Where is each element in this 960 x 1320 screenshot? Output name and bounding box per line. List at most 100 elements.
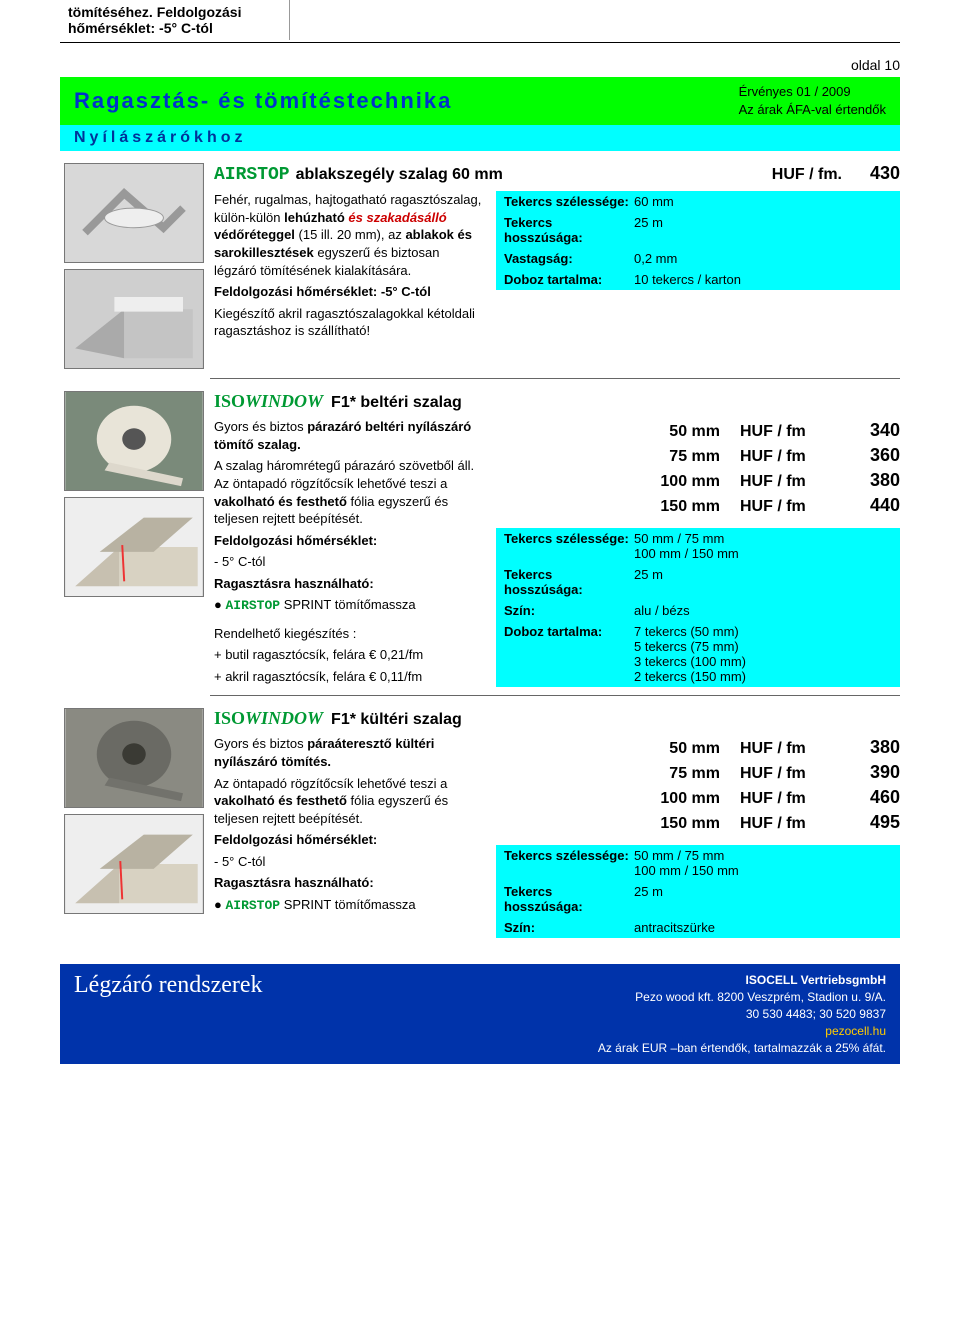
desc-text: Kiegészítő akril ragasztószalagokkal két… (214, 305, 484, 340)
spec-value: 60 mm (634, 194, 892, 209)
desc-text: Ragasztásra használható: (214, 875, 374, 890)
desc-text: - 5° C-tól (214, 553, 484, 571)
footer-address: Pezo wood kft. 8200 Veszprém, Stadion u.… (598, 989, 886, 1006)
spec-value: 25 m (634, 215, 892, 245)
desc-text: A szalag háromrétegű párazáró szövetből … (214, 458, 474, 491)
variant-unit: HUF / fm (740, 740, 850, 758)
product-image (64, 163, 204, 263)
variant-width: 150 mm (496, 815, 740, 833)
desc-text: Feldolgozási hőmérséklet: -5° C-tól (214, 284, 431, 299)
desc-text: AIRSTOP (225, 598, 280, 613)
desc-text: védőréteggel (214, 227, 299, 242)
desc-text: - 5° C-tól (214, 853, 484, 871)
variant-width: 100 mm (496, 473, 740, 491)
variant-price: 360 (850, 445, 900, 466)
spec-label: Tekercs szélessége: (504, 848, 634, 878)
desc-text: Ragasztásra használható: (214, 576, 374, 591)
variant-width: 100 mm (496, 790, 740, 808)
desc-text: Feldolgozási hőmérséklet: (214, 533, 377, 548)
brand-name: AIRSTOP (214, 165, 290, 185)
desc-text: SPRINT tömítőmassza (280, 597, 416, 612)
desc-text: SPRINT tömítőmassza (280, 897, 416, 912)
product-name: ablakszegély szalag 60 mm (296, 166, 503, 184)
brand-name: WINDOW (245, 391, 323, 411)
spec-value: 50 mm / 75 mm100 mm / 150 mm (634, 531, 892, 561)
product-title-row: ISOWINDOW F1* beltéri szalag (214, 391, 900, 412)
price-value: 430 (850, 163, 900, 184)
spec-label: Tekercs hosszúsága: (504, 215, 634, 245)
product-image-group (60, 159, 210, 379)
spec-value: 25 m (634, 567, 892, 597)
variant-row: 150 mmHUF / fm495 (496, 810, 900, 835)
variant-price: 495 (850, 812, 900, 833)
spec-label: Szín: (504, 603, 634, 618)
product-image-group (60, 387, 210, 696)
variant-price: 460 (850, 787, 900, 808)
header-vat: Az árak ÁFA-val értendők (739, 101, 886, 119)
fragment-text: tömítéséhez. Feldolgozási hőmérséklet: -… (60, 0, 290, 40)
spec-row: Szín:alu / bézs (496, 600, 900, 621)
desc-text: Feldolgozási hőmérséklet: (214, 832, 377, 847)
variant-unit: HUF / fm (740, 815, 850, 833)
desc-text: + akril ragasztócsík, felára € 0,11/fm (214, 668, 484, 686)
spec-value: 0,2 mm (634, 251, 892, 266)
product-description: Gyors és biztos páraáteresztő kültéri ny… (214, 735, 484, 938)
spec-label: Doboz tartalma: (504, 272, 634, 287)
footer-link[interactable]: pezocell.hu (825, 1024, 886, 1038)
product-image (64, 391, 204, 491)
product-description: Fehér, rugalmas, hajtogatható ragasztósz… (214, 191, 484, 343)
variant-row: 50 mmHUF / fm380 (496, 735, 900, 760)
brand-name: ISO (214, 391, 245, 411)
product-image-group (60, 704, 210, 944)
variant-row: 75 mmHUF / fm360 (496, 443, 900, 468)
spec-label: Vastagság: (504, 251, 634, 266)
price-unit: HUF / fm. (772, 166, 842, 184)
variant-width: 75 mm (496, 765, 740, 783)
variant-row: 75 mmHUF / fm390 (496, 760, 900, 785)
subsection-header: Nyílászárókhoz (60, 125, 900, 151)
footer-phone: 30 530 4483; 30 520 9837 (598, 1006, 886, 1023)
spec-table: Tekercs szélessége:50 mm / 75 mm100 mm /… (496, 845, 900, 938)
page-number: oldal 10 (0, 43, 960, 77)
desc-text: Az öntapadó rögzítőcsík lehetővé teszi a (214, 776, 447, 791)
desc-text: lehúzható (284, 210, 345, 225)
spec-label: Tekercs hosszúsága: (504, 884, 634, 914)
spec-row: Tekercs hosszúsága:25 m (496, 881, 900, 917)
variant-price-table: 50 mmHUF / fm38075 mmHUF / fm390100 mmHU… (496, 735, 900, 835)
variant-unit: HUF / fm (740, 790, 850, 808)
product-card: AIRSTOP ablakszegély szalag 60 mm HUF / … (60, 159, 900, 379)
variant-width: 50 mm (496, 423, 740, 441)
spec-row: Tekercs hosszúsága:25 m (496, 564, 900, 600)
product-image (64, 708, 204, 808)
spec-row: Doboz tartalma:7 tekercs (50 mm)5 tekerc… (496, 621, 900, 687)
spec-row: Tekercs hosszúsága:25 m (496, 212, 900, 248)
variant-width: 150 mm (496, 498, 740, 516)
variant-unit: HUF / fm (740, 473, 850, 491)
spec-row: Vastagság:0,2 mm (496, 248, 900, 269)
desc-text: vakolható és festhető (214, 494, 347, 509)
desc-text: AIRSTOP (225, 898, 280, 913)
desc-text: vakolható és festhető (214, 793, 347, 808)
variant-price: 380 (850, 737, 900, 758)
product-card: ISOWINDOW F1* kültéri szalag Gyors és bi… (60, 704, 900, 944)
footer-company: ISOCELL VertriebsgmbH (598, 972, 886, 989)
footer-vat-note: Az árak EUR –ban értendők, tartalmazzák … (598, 1040, 886, 1057)
brand-name: ISO (214, 708, 245, 728)
spec-value: 10 tekercs / karton (634, 272, 892, 287)
page-footer: Légzáró rendszerek ISOCELL VertriebsgmbH… (60, 964, 900, 1064)
spec-label: Tekercs szélessége: (504, 194, 634, 209)
variant-row: 150 mmHUF / fm440 (496, 493, 900, 518)
spec-value: alu / bézs (634, 603, 892, 618)
spec-table: Tekercs szélessége:50 mm / 75 mm100 mm /… (496, 528, 900, 687)
spec-row: Tekercs szélessége:50 mm / 75 mm100 mm /… (496, 528, 900, 564)
variant-row: 50 mmHUF / fm340 (496, 418, 900, 443)
variant-width: 50 mm (496, 740, 740, 758)
spec-value: 25 m (634, 884, 892, 914)
spec-row: Tekercs szélessége:50 mm / 75 mm100 mm /… (496, 845, 900, 881)
variant-unit: HUF / fm (740, 498, 850, 516)
product-title-row: ISOWINDOW F1* kültéri szalag (214, 708, 900, 729)
variant-unit: HUF / fm (740, 423, 850, 441)
product-title-row: AIRSTOP ablakszegély szalag 60 mm HUF / … (214, 163, 900, 185)
previous-page-fragment: tömítéséhez. Feldolgozási hőmérséklet: -… (60, 0, 900, 43)
product-card: ISOWINDOW F1* beltéri szalag Gyors és bi… (60, 387, 900, 696)
